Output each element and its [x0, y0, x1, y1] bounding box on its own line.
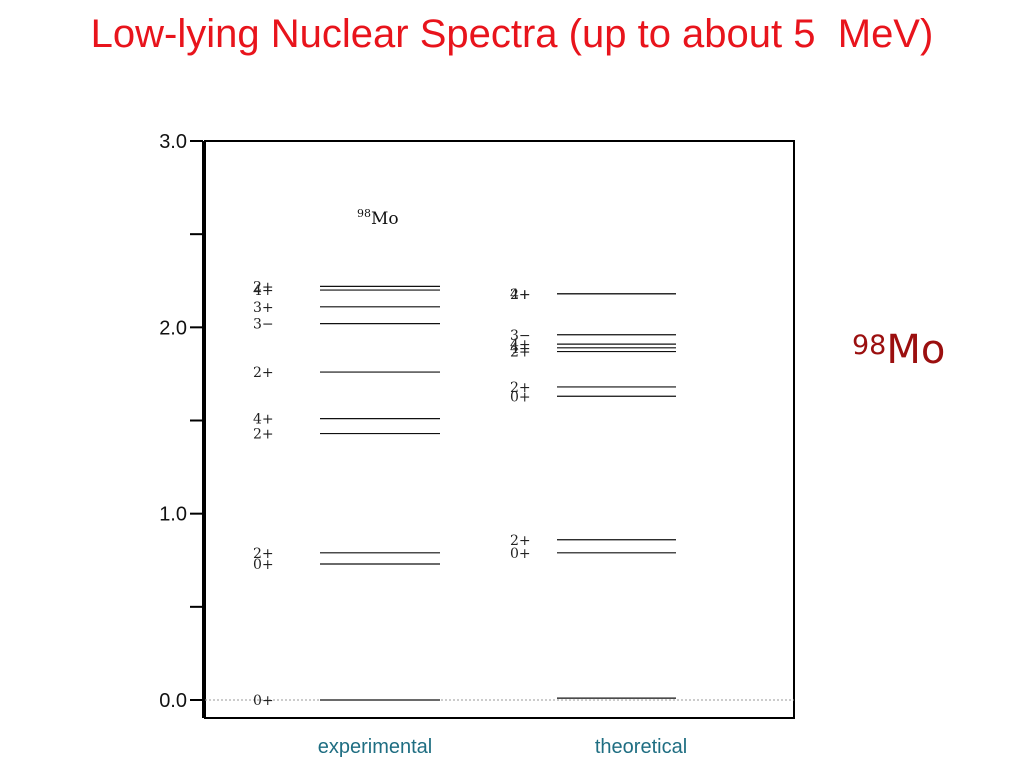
energy-level-label: 0+ [510, 389, 531, 405]
energy-level-label: 4+ [510, 341, 531, 357]
energy-level-label: 2+ [253, 365, 274, 381]
energy-level-label: 0+ [253, 557, 274, 573]
chart-title-symbol: Mo [371, 209, 399, 229]
nucleus-mass-number: 98 [852, 330, 887, 361]
energy-level-label: 3+ [253, 300, 274, 316]
nucleus-label: 98Mo [852, 330, 945, 370]
y-tick-label: 2.0 [159, 317, 187, 339]
energy-level-label: 4+ [510, 287, 531, 303]
col-label-experimental: experimental [317, 736, 433, 758]
chart-title: 98Mo [357, 207, 399, 229]
energy-level-label: 4+ [510, 337, 531, 353]
energy-level-label: 4+ [253, 412, 274, 428]
energy-level-label: 2+ [510, 345, 531, 361]
energy-level-label: 4+ [253, 283, 274, 299]
energy-level-label: 2+ [510, 287, 531, 303]
energy-level-label: 3− [253, 317, 274, 333]
energy-level-label: 2+ [510, 533, 531, 549]
energy-level-label: 0+ [253, 693, 274, 709]
slide-title: Low-lying Nuclear Spectra (up to about 5… [90, 12, 934, 56]
energy-level-label: 2+ [253, 279, 274, 295]
energy-level-label: 2+ [510, 380, 531, 396]
energy-level-label: 0+ [510, 546, 531, 562]
energy-level-label: 2+ [253, 546, 274, 562]
y-tick-label: 1.0 [159, 504, 187, 526]
energy-level-label: 3− [510, 328, 531, 344]
col-label-theoretical: theoretical [594, 736, 688, 758]
y-tick-label: 0.0 [159, 690, 187, 712]
energy-level-label: 2+ [253, 427, 274, 443]
plot-frame [204, 140, 795, 719]
nucleus-symbol: Mo [886, 327, 946, 373]
y-tick-label: 3.0 [159, 131, 187, 153]
chart-title-superscript: 98 [357, 207, 371, 220]
